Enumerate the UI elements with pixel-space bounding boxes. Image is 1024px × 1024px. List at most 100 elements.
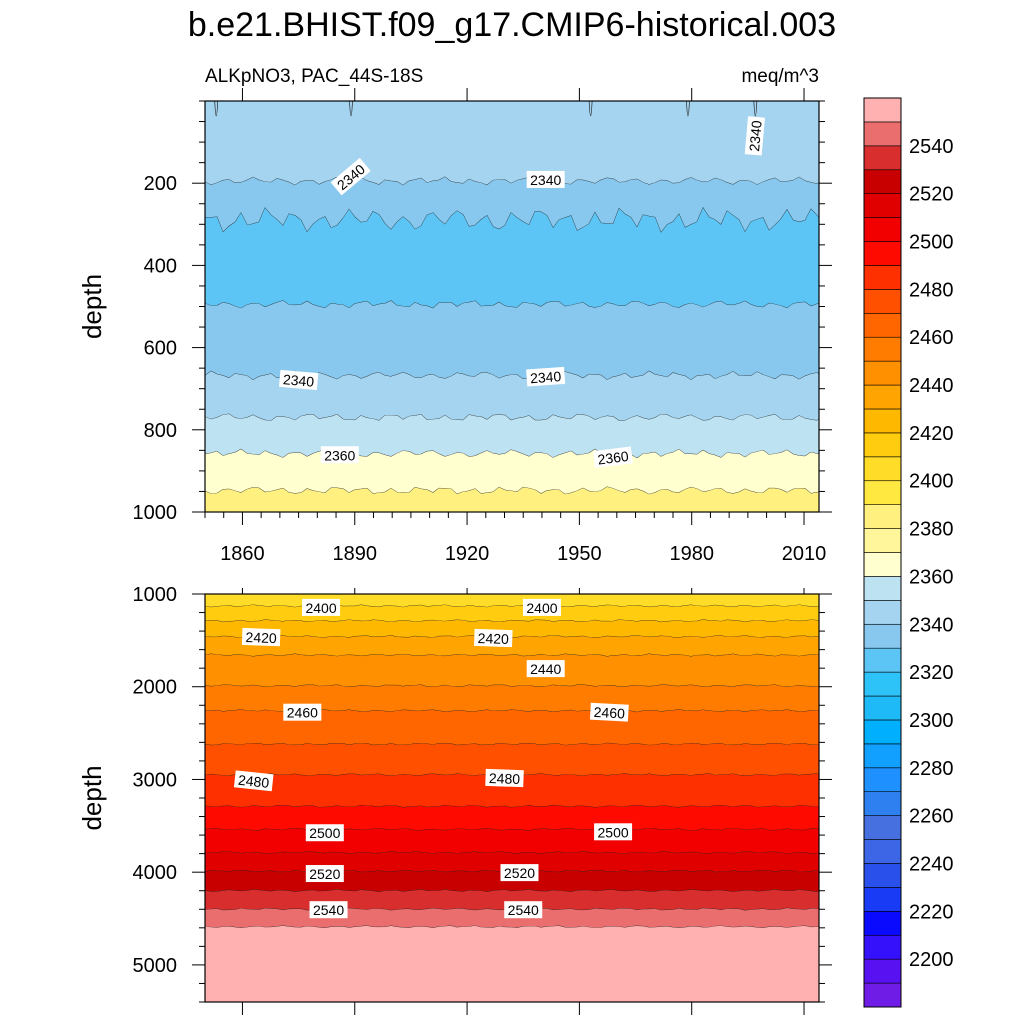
contour-label-text: 2360 xyxy=(324,447,355,463)
lower-bands: 2400 2400 2420 2420 2440 2460 2460 2480 2480 2500… xyxy=(205,594,819,1002)
band-2340 xyxy=(205,371,819,421)
chart-title: b.e21.BHIST.f09_g17.CMIP6-historical.003 xyxy=(187,6,837,44)
contour-label: 2340 xyxy=(278,369,319,391)
contour-label: 2340 xyxy=(526,170,565,188)
contour-label: 2340 xyxy=(744,116,765,156)
contour-label-text: 2540 xyxy=(508,902,539,918)
x-tick-label: 2010 xyxy=(782,543,827,565)
contour-label-text: 2340 xyxy=(530,368,562,386)
contour-label-text: 2500 xyxy=(309,825,340,841)
colorbar-label: 2240 xyxy=(909,854,954,876)
contour-line xyxy=(205,851,819,855)
colorbar-swatch xyxy=(863,671,902,697)
y-tick-label: 4000 xyxy=(133,862,178,884)
band-2330 xyxy=(205,300,819,380)
band-2450 xyxy=(205,684,819,713)
colorbar-swatch xyxy=(863,623,902,649)
contour-label: 2400 xyxy=(522,598,561,616)
colorbar-swatch xyxy=(863,958,902,984)
band-2430 xyxy=(205,635,819,657)
band-2360 xyxy=(205,449,819,495)
band-2460 xyxy=(205,709,819,746)
y-tick-label: 5000 xyxy=(133,955,178,977)
colorbar-swatch xyxy=(863,480,902,505)
colorbar-label: 2340 xyxy=(909,614,954,636)
colorbar-label: 2320 xyxy=(909,662,954,684)
band-2550 xyxy=(205,925,819,1002)
contour-spike xyxy=(349,101,353,117)
band-2530 xyxy=(205,889,819,911)
x-tick-label: 1920 xyxy=(445,543,490,565)
band-2420 xyxy=(205,619,819,638)
colorbar-label: 2520 xyxy=(909,184,954,206)
colorbar-swatch xyxy=(863,743,902,769)
colorbar-label: 2360 xyxy=(909,566,954,588)
colorbar-frame xyxy=(863,97,902,1008)
colorbar-swatch xyxy=(863,360,902,386)
band-2410 xyxy=(205,604,819,623)
band-2380 xyxy=(205,486,819,512)
colorbar-swatch xyxy=(863,911,902,936)
contour-label-text: 2420 xyxy=(245,629,277,646)
colorbar-swatch xyxy=(863,121,902,147)
colorbar-swatch xyxy=(863,576,902,601)
contour-label: 2480 xyxy=(233,770,274,792)
colorbar-label: 2500 xyxy=(909,232,954,254)
contour-label-text: 2400 xyxy=(526,600,557,616)
x-tick-label: 1860 xyxy=(220,543,265,565)
subtitle-units: meq/m^3 xyxy=(741,66,819,87)
band-2330 xyxy=(205,176,819,233)
contour-label-text: 2340 xyxy=(530,172,561,188)
colorbar-label: 2400 xyxy=(909,471,954,493)
band-2320 xyxy=(205,207,819,309)
colorbar-swatch xyxy=(863,504,902,529)
contour-label: 2360 xyxy=(320,446,359,464)
colorbar: 2200 2220 2240 2260 2280 2300 2320 2340 2360 2380… xyxy=(863,97,954,1008)
colorbar-swatch xyxy=(863,312,902,338)
colorbar-swatch xyxy=(863,145,902,171)
colorbar-swatch xyxy=(863,815,902,840)
band-2470 xyxy=(205,743,819,777)
colorbar-swatch xyxy=(863,169,902,194)
contour-label: 2540 xyxy=(309,901,348,919)
colorbar-swatch xyxy=(863,767,902,793)
contour-label: 2480 xyxy=(485,768,524,788)
colorbar-swatch xyxy=(863,887,902,912)
colorbar-swatch xyxy=(863,193,902,218)
colorbar-swatch xyxy=(863,265,902,290)
colorbar-swatch xyxy=(863,217,902,242)
contour-label-text: 2420 xyxy=(477,630,509,647)
colorbar-swatch xyxy=(863,719,902,745)
band-2480 xyxy=(205,773,819,808)
band-2340 xyxy=(205,101,819,186)
colorbar-label: 2480 xyxy=(909,279,954,301)
colorbar-swatch xyxy=(863,456,902,482)
colorbar-swatch xyxy=(863,528,902,553)
colorbar-swatch xyxy=(863,600,902,625)
colorbar-swatch xyxy=(863,647,902,673)
contour-label: 2460 xyxy=(589,702,629,722)
contour-label-text: 2500 xyxy=(598,824,629,840)
x-tick-label: 1890 xyxy=(333,543,378,565)
contour-label: 2440 xyxy=(526,660,565,678)
y-tick-label: 200 xyxy=(144,173,177,195)
band-2510 xyxy=(205,851,819,873)
band-2490 xyxy=(205,805,819,831)
contour-label: 2520 xyxy=(500,864,539,882)
band-2500 xyxy=(205,828,819,854)
colorbar-label: 2540 xyxy=(909,136,954,158)
y-tick-label: 2000 xyxy=(133,677,178,699)
contour-label-text: 2480 xyxy=(489,770,521,787)
contour-label: 2540 xyxy=(504,901,543,919)
contour-label: 2500 xyxy=(594,823,633,841)
contour-label-text: 2460 xyxy=(593,704,625,722)
colorbar-swatch xyxy=(863,408,902,434)
colorbar-swatch xyxy=(863,97,902,123)
x-tick-label: 1980 xyxy=(669,543,714,565)
contour-spike xyxy=(588,101,593,117)
colorbar-label: 2280 xyxy=(909,758,954,780)
colorbar-label: 2380 xyxy=(909,519,954,541)
contour-label-text: 2360 xyxy=(597,448,630,468)
